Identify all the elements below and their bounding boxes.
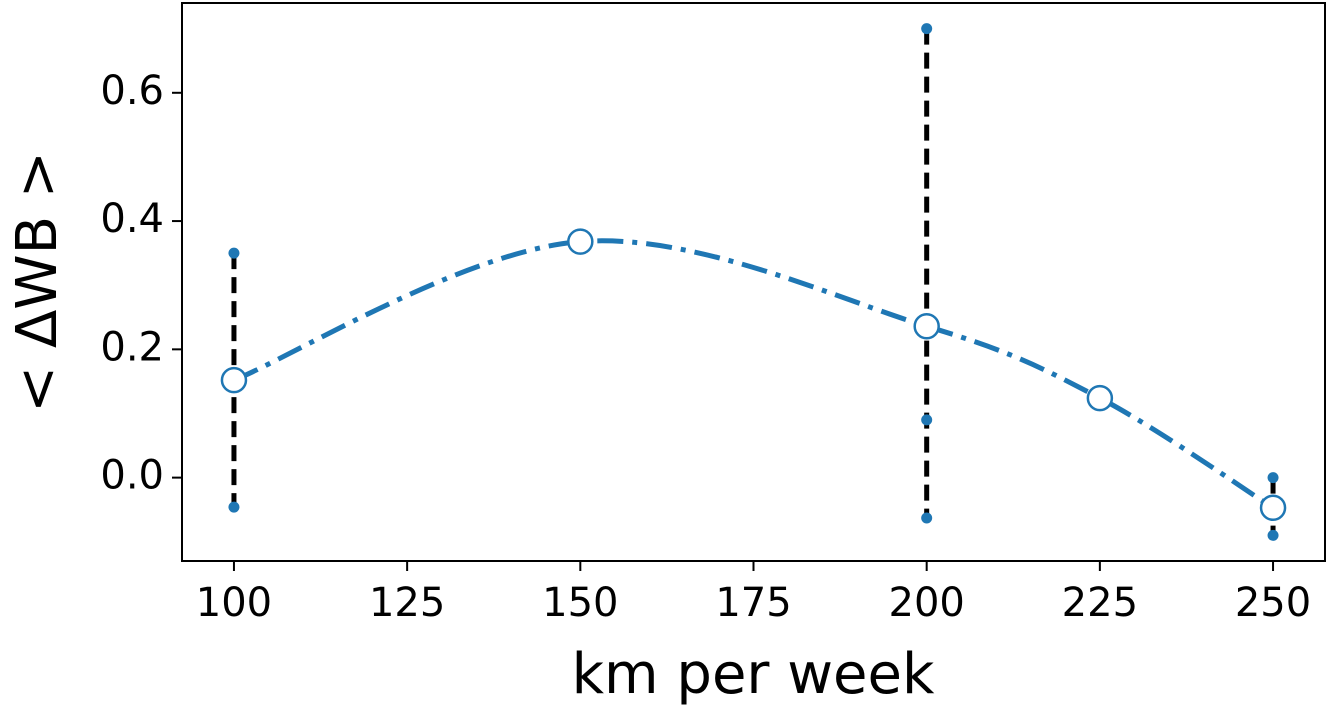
x-tick-label: 250 [1235, 580, 1311, 626]
mean-point [913, 313, 940, 340]
sample-point [921, 23, 933, 35]
mean-point [220, 366, 248, 394]
mean-point [1086, 384, 1114, 412]
x-tick-label: 225 [1062, 580, 1138, 626]
x-tick-label: 125 [369, 580, 445, 626]
y-tick-label: 0.2 [100, 324, 164, 370]
mean-point [567, 228, 594, 255]
plot-frame [181, 2, 1326, 562]
y-tick-label: 0.0 [100, 453, 164, 499]
sample-point [1267, 529, 1279, 541]
y-tick-label: 0.4 [100, 196, 164, 242]
sample-point [1267, 472, 1279, 484]
x-axis-label: km per week [572, 642, 935, 707]
x-tick-label: 200 [889, 580, 965, 626]
y-axis-label: < ΔWB > [5, 151, 70, 413]
fit-line [233, 238, 1275, 510]
x-tick-label: 175 [715, 580, 791, 626]
sample-point [228, 247, 240, 259]
y-tick-label: 0.6 [100, 68, 164, 114]
sample-point [921, 414, 933, 426]
x-tick-label: 100 [196, 580, 272, 626]
sample-point [921, 512, 933, 524]
x-tick-label: 150 [542, 580, 618, 626]
mean-point [1259, 494, 1287, 522]
sample-point [228, 501, 240, 513]
